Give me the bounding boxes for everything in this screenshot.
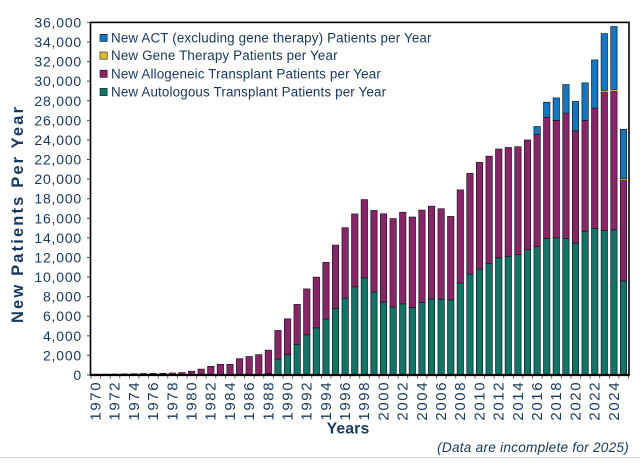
svg-text:32,000: 32,000 — [34, 54, 82, 70]
svg-text:2020: 2020 — [567, 381, 584, 421]
svg-text:1974: 1974 — [126, 381, 143, 421]
svg-text:2024: 2024 — [606, 381, 623, 421]
svg-text:28,000: 28,000 — [34, 93, 82, 109]
svg-text:1982: 1982 — [203, 381, 220, 421]
svg-text:1992: 1992 — [299, 381, 316, 421]
svg-text:1972: 1972 — [107, 381, 124, 421]
svg-text:1986: 1986 — [241, 381, 258, 421]
svg-text:New Allogeneic Transplant Pati: New Allogeneic Transplant Patients per Y… — [111, 66, 381, 81]
svg-text:2,000: 2,000 — [43, 347, 82, 363]
svg-text:2016: 2016 — [529, 381, 546, 421]
svg-text:36,000: 36,000 — [34, 14, 82, 30]
svg-text:10,000: 10,000 — [34, 269, 82, 285]
svg-text:20,000: 20,000 — [34, 171, 82, 187]
svg-text:1996: 1996 — [337, 381, 354, 421]
svg-text:0: 0 — [73, 367, 82, 383]
svg-text:New Autologous Transplant Pati: New Autologous Transplant Patients per Y… — [111, 85, 387, 100]
svg-text:1980: 1980 — [183, 381, 200, 421]
svg-text:22,000: 22,000 — [34, 152, 82, 168]
svg-text:New ACT (excluding gene therap: New ACT (excluding gene therapy) Patient… — [111, 30, 432, 45]
svg-text:1990: 1990 — [279, 381, 296, 421]
svg-text:2000: 2000 — [375, 381, 392, 421]
svg-text:Years: Years — [327, 421, 370, 438]
svg-text:8,000: 8,000 — [43, 289, 82, 305]
svg-text:(Data are incomplete for 2025): (Data are incomplete for 2025) — [437, 440, 629, 455]
svg-text:6,000: 6,000 — [43, 308, 82, 324]
svg-text:2022: 2022 — [587, 381, 604, 421]
svg-text:16,000: 16,000 — [34, 210, 82, 226]
svg-text:2012: 2012 — [491, 381, 508, 421]
svg-text:18,000: 18,000 — [34, 191, 82, 207]
svg-text:34,000: 34,000 — [34, 34, 82, 50]
svg-text:2008: 2008 — [452, 381, 469, 421]
svg-text:2010: 2010 — [471, 381, 488, 421]
svg-text:1994: 1994 — [318, 381, 335, 421]
svg-text:2014: 2014 — [510, 381, 527, 421]
svg-text:14,000: 14,000 — [34, 230, 82, 246]
svg-text:New Gene Therapy Patients per: New Gene Therapy Patients per Year — [111, 48, 338, 63]
svg-text:30,000: 30,000 — [34, 73, 82, 89]
svg-text:2018: 2018 — [548, 381, 565, 421]
svg-text:1998: 1998 — [356, 381, 373, 421]
svg-text:2004: 2004 — [414, 381, 431, 421]
svg-text:26,000: 26,000 — [34, 112, 82, 128]
svg-text:1978: 1978 — [164, 381, 181, 421]
svg-text:2006: 2006 — [433, 381, 450, 421]
svg-text:24,000: 24,000 — [34, 132, 82, 148]
svg-text:12,000: 12,000 — [34, 249, 82, 265]
svg-text:4,000: 4,000 — [43, 328, 82, 344]
svg-text:1970: 1970 — [88, 381, 105, 421]
svg-text:1976: 1976 — [145, 381, 162, 421]
svg-text:1984: 1984 — [222, 381, 239, 421]
svg-text:2002: 2002 — [395, 381, 412, 421]
svg-text:1988: 1988 — [260, 381, 277, 421]
